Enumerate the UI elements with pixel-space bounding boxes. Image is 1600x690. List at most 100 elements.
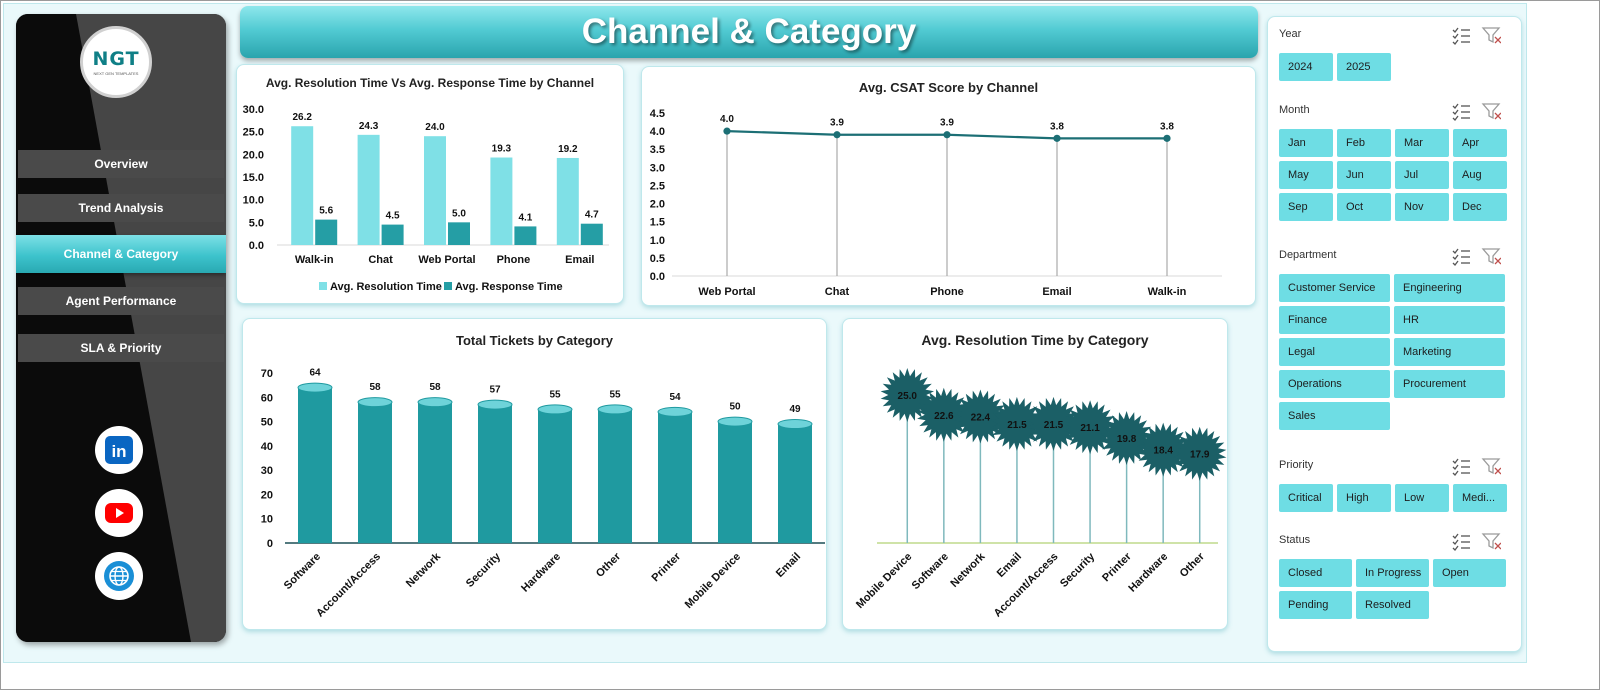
data-label: 19.8 — [1117, 434, 1137, 445]
slicer-button[interactable]: Sales — [1279, 402, 1390, 430]
nav-sla-priority[interactable]: SLA & Priority — [18, 334, 224, 362]
slicer-items: 2024 2025 — [1279, 53, 1515, 81]
svg-text:in: in — [111, 442, 126, 461]
slicer-button[interactable]: Feb — [1337, 129, 1391, 157]
x-tick-label: Security — [464, 550, 504, 590]
y-tick-label: 20 — [261, 489, 273, 501]
multi-select-icon[interactable] — [1451, 246, 1471, 266]
slicer-button[interactable]: Closed — [1279, 559, 1352, 587]
slicer-button[interactable]: Resolved — [1356, 591, 1429, 619]
slicer-button[interactable]: Marketing — [1394, 338, 1505, 366]
youtube-button[interactable] — [95, 489, 143, 537]
slicer-button[interactable]: High — [1337, 484, 1391, 512]
slicer-items: Jan Feb Mar Apr May Jun Jul Aug Sep Oct Nov Dec — [1279, 129, 1515, 221]
y-tick-label: 10 — [261, 514, 273, 526]
data-label-response: 4.1 — [518, 212, 532, 223]
bar-tickets — [298, 387, 332, 543]
nav-agent-performance[interactable]: Agent Performance — [18, 287, 224, 315]
slicer-button[interactable]: Customer Service — [1279, 274, 1390, 302]
x-tick-label: Phone — [497, 254, 531, 266]
bar-top-cap — [417, 397, 453, 408]
multi-select-icon[interactable] — [1451, 101, 1471, 121]
x-tick-label: Mobile Device — [854, 551, 914, 611]
y-tick-label: 2.5 — [650, 180, 665, 192]
slicer-priority: Priority Critical High Low Medi... — [1279, 456, 1515, 512]
slicer-button[interactable]: Jan — [1279, 129, 1333, 157]
slicer-button[interactable]: HR — [1394, 306, 1505, 334]
page-title-banner: Channel & Category — [240, 6, 1258, 58]
logo: NGT NEXT GEN TEMPLATES — [80, 26, 152, 98]
x-tick-label: Hardware — [1126, 551, 1170, 595]
slicer-button[interactable]: Finance — [1279, 306, 1390, 334]
multi-select-icon[interactable] — [1451, 25, 1471, 45]
slicer-button[interactable]: Oct — [1337, 193, 1391, 221]
data-label: 22.6 — [934, 411, 954, 422]
y-tick-label: 30 — [261, 465, 273, 477]
x-tick-label: Email — [774, 551, 803, 580]
clear-filter-icon[interactable] — [1481, 25, 1501, 45]
nav-overview[interactable]: Overview — [18, 150, 224, 178]
slicer-button[interactable]: Engineering — [1394, 274, 1505, 302]
multi-select-icon[interactable] — [1451, 456, 1471, 476]
y-tick-label: 2.0 — [650, 199, 665, 211]
y-tick-label: 15.0 — [243, 172, 264, 184]
clear-filter-icon[interactable] — [1481, 101, 1501, 121]
slicer-button[interactable]: Medi... — [1453, 484, 1507, 512]
sidebar-background — [16, 14, 226, 642]
slicer-button[interactable]: Pending — [1279, 591, 1352, 619]
linkedin-button[interactable]: in — [95, 426, 143, 474]
x-tick-label: Account/Access — [992, 551, 1061, 620]
x-tick-label: Phone — [930, 286, 964, 298]
slicer-title: Department — [1279, 249, 1337, 261]
slicer-button[interactable]: Nov — [1395, 193, 1449, 221]
clear-filter-icon[interactable] — [1481, 246, 1501, 266]
y-tick-label: 4.5 — [650, 108, 665, 120]
data-label-resolution: 24.3 — [359, 121, 379, 132]
multi-select-icon[interactable] — [1451, 531, 1471, 551]
website-button[interactable] — [95, 552, 143, 600]
slicer-button[interactable]: Apr — [1453, 129, 1507, 157]
data-label-response: 4.7 — [585, 210, 599, 221]
slicer-button[interactable]: Aug — [1453, 161, 1507, 189]
data-label: 18.4 — [1153, 446, 1173, 457]
slicer-button[interactable]: Jul — [1395, 161, 1449, 189]
clear-filter-icon[interactable] — [1481, 456, 1501, 476]
slicer-button[interactable]: 2025 — [1337, 53, 1391, 81]
bar-response — [381, 224, 404, 245]
x-tick-label: Email — [995, 551, 1024, 580]
nav-channel-category[interactable]: Channel & Category — [16, 235, 226, 273]
slicer-button[interactable]: Critical — [1279, 484, 1333, 512]
slicer-button[interactable]: Jun — [1337, 161, 1391, 189]
slicer-button[interactable]: Low — [1395, 484, 1449, 512]
slicer-button[interactable]: Mar — [1395, 129, 1449, 157]
slicer-button[interactable]: 2024 — [1279, 53, 1333, 81]
clear-filter-icon[interactable] — [1481, 531, 1501, 551]
slicer-title: Status — [1279, 534, 1311, 546]
slicer-button[interactable]: Open — [1433, 559, 1506, 587]
y-tick-label: 40 — [261, 441, 273, 453]
x-tick-label: Hardware — [519, 551, 563, 595]
slicer-button[interactable]: In Progress — [1356, 559, 1429, 587]
x-tick-label: Security — [1058, 550, 1098, 590]
slicer-button[interactable]: May — [1279, 161, 1333, 189]
data-label: 58 — [369, 382, 381, 393]
data-label-response: 4.5 — [386, 211, 400, 222]
y-tick-label: 3.0 — [650, 162, 665, 174]
slicer-button[interactable]: Legal — [1279, 338, 1390, 366]
x-tick-label: Network — [404, 550, 444, 590]
data-point — [1053, 134, 1061, 142]
y-tick-label: 0.0 — [249, 240, 264, 252]
slicer-button[interactable]: Sep — [1279, 193, 1333, 221]
slicer-department: Department Customer Service Engineering Fin… — [1279, 246, 1515, 430]
y-tick-label: 5.0 — [249, 217, 264, 229]
nav-trend-analysis[interactable]: Trend Analysis — [18, 194, 224, 222]
slicer-button[interactable]: Dec — [1453, 193, 1507, 221]
x-tick-label: Walk-in — [295, 254, 334, 266]
slicer-header: Month — [1279, 101, 1515, 123]
slicer-button[interactable]: Operations — [1279, 370, 1390, 398]
logo-text: NGT — [92, 48, 140, 70]
legend-swatch-response — [444, 282, 452, 290]
x-tick-label: Software — [910, 551, 951, 592]
slicer-button[interactable]: Procurement — [1394, 370, 1505, 398]
data-label: 3.9 — [940, 118, 954, 129]
